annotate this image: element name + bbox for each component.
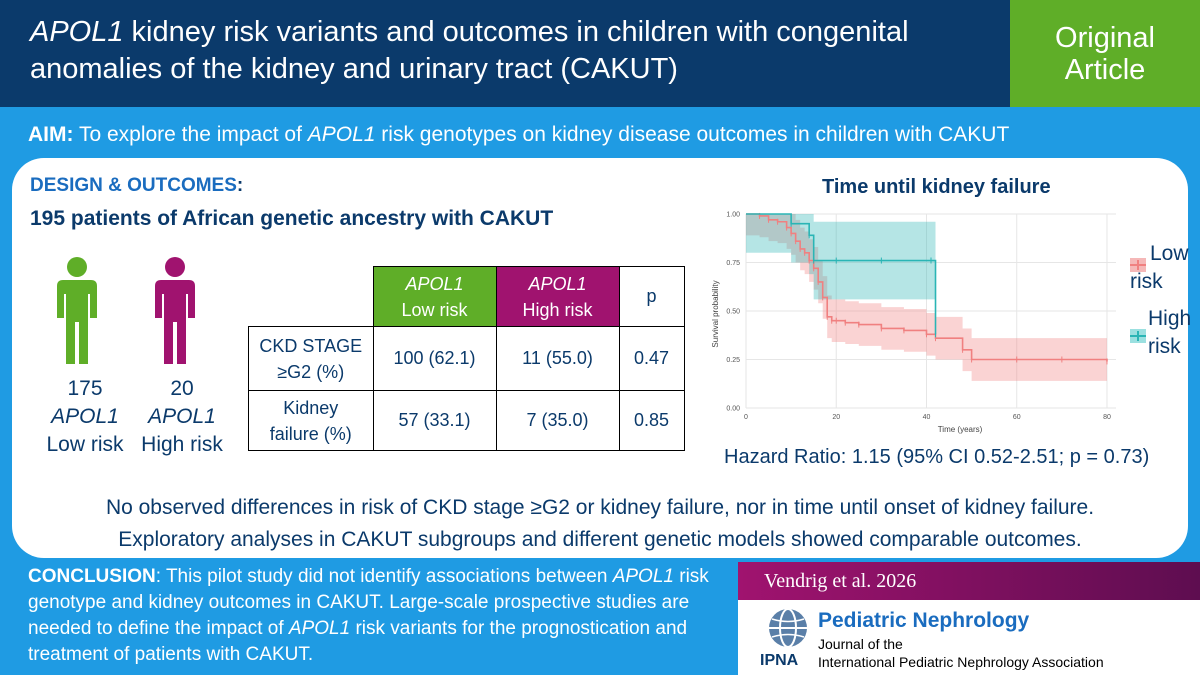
confidence-band-series-0 <box>746 214 1107 383</box>
chart-title: Time until kidney failure <box>822 176 1051 198</box>
x-tick-label: 20 <box>832 414 840 421</box>
person-icon-low-risk <box>57 257 97 364</box>
confidence-band-series-1 <box>746 214 936 374</box>
axis-ticks: 0 20 40 60 80 0.00 0.25 0.50 0.75 1.00 <box>726 212 1111 422</box>
table-row: Kidney failure (%) 57 (33.1) 7 (35.0) 0.8… <box>248 390 685 451</box>
table-corner-cell <box>249 267 374 327</box>
citation: Vendrig et al. 2026 <box>738 562 1200 600</box>
y-tick-label: 0.50 <box>726 309 740 316</box>
journal-subtitle: Journal of the International Pediatric N… <box>818 636 1104 670</box>
x-axis-label: Time (years) <box>938 425 983 434</box>
row-label-failure: Kidney failure (%) <box>248 390 374 451</box>
y-tick-label: 0.00 <box>726 406 740 413</box>
y-tick-label: 1.00 <box>726 212 740 219</box>
cell-ckd-p: 0.47 <box>618 326 685 391</box>
patients-summary: 195 patients of African genetic ancestry… <box>30 207 554 230</box>
globe-logo-icon <box>769 608 807 648</box>
journal-name: Pediatric Nephrology <box>818 609 1030 632</box>
ipna-logo-text: IPNA <box>760 652 799 669</box>
header-high-risk: APOL1 High risk <box>495 266 620 327</box>
header-p-value: p <box>618 266 685 327</box>
aim-section: AIM: To explore the impact of APOL1 risk… <box>28 123 1010 146</box>
legend-swatch-high <box>1130 329 1146 343</box>
journal-block: IPNA Pediatric Nephrology Journal of the… <box>738 600 1200 675</box>
header-low-risk: APOL1 Low risk <box>372 266 497 327</box>
x-tick-label: 80 <box>1103 414 1111 421</box>
y-tick-label: 0.25 <box>726 357 740 364</box>
x-tick-label: 0 <box>744 414 748 421</box>
table-header-row: APOL1 Low risk APOL1 High risk p <box>249 266 685 327</box>
legend-swatch-low <box>1130 258 1146 272</box>
cell-ckd-high: 11 (55.0) <box>495 326 620 391</box>
legend-high-risk: High risk <box>1130 305 1191 361</box>
results-table: APOL1 Low risk APOL1 High risk p CKD STAGE… <box>248 266 685 451</box>
person-icon-high-risk <box>155 257 195 364</box>
cell-failure-high: 7 (35.0) <box>495 390 620 451</box>
legend-low-risk: Low risk <box>1130 242 1189 293</box>
findings-text: No observed differences in risk of CKD s… <box>105 496 1095 551</box>
survival-chart: 0 20 40 60 80 0.00 0.25 0.50 0.75 1.00 Time (year… <box>711 212 1116 434</box>
article-type-badge: Original Article <box>1010 0 1200 107</box>
x-tick-label: 60 <box>1013 414 1021 421</box>
row-label-ckd: CKD STAGE ≥G2 (%) <box>248 326 374 391</box>
cell-failure-low: 57 (33.1) <box>372 390 497 451</box>
conclusion-section: CONCLUSION: This pilot study did not ide… <box>28 566 709 665</box>
hazard-ratio: Hazard Ratio: 1.15 (95% CI 0.52-2.51; p … <box>724 446 1150 468</box>
y-axis-label: Survival probability <box>711 280 720 347</box>
group-label-high-risk: 20 APOL1 High risk <box>141 377 223 456</box>
survival-curves <box>746 212 1108 365</box>
cell-ckd-low: 100 (62.1) <box>372 326 497 391</box>
cell-failure-p: 0.85 <box>618 390 685 451</box>
group-label-low-risk: 175 APOL1 Low risk <box>46 377 124 456</box>
y-tick-label: 0.75 <box>726 260 740 267</box>
design-heading: DESIGN & OUTCOMES: <box>30 175 244 196</box>
table-row: CKD STAGE ≥G2 (%) 100 (62.1) 11 (55.0) 0.… <box>248 326 685 391</box>
confidence-bands <box>746 214 1107 383</box>
page-title: APOL1 kidney risk variants and outcomes … <box>30 16 909 85</box>
header-banner: APOL1 kidney risk variants and outcomes … <box>0 0 1010 107</box>
x-tick-label: 40 <box>923 414 931 421</box>
